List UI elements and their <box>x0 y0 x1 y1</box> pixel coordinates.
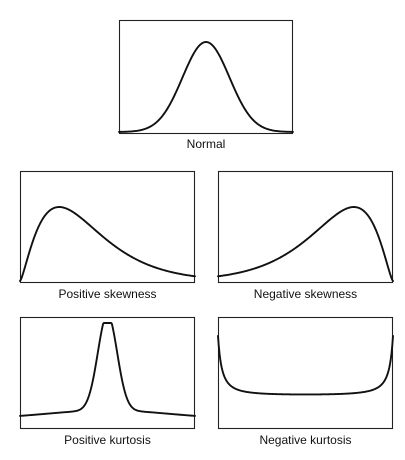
negative-kurtosis-panel: Negative kurtosis <box>217 316 394 447</box>
positive-kurtosis-plot <box>19 316 196 430</box>
negative-kurtosis-plot-frame <box>217 316 394 430</box>
negative-skewness-plot-frame <box>217 170 394 284</box>
negative-kurtosis-plot <box>217 316 394 430</box>
normal-curve <box>118 41 294 133</box>
positive-kurtosis-plot-frame <box>19 316 196 430</box>
positive-kurtosis-panel: Positive kurtosis <box>19 316 196 447</box>
positive-kurtosis-label: Positive kurtosis <box>64 433 151 447</box>
normal-label: Normal <box>186 137 226 151</box>
negative-kurtosis-label: Negative kurtosis <box>259 433 352 447</box>
positive-kurtosis-curve <box>19 322 196 417</box>
negative-skewness-panel: Negative skewness <box>217 170 394 301</box>
negative-kurtosis-curve <box>217 335 394 396</box>
positive-skewness-label: Positive skewness <box>58 287 157 301</box>
positive-skewness-curve <box>19 206 196 282</box>
normal-panel: Normal <box>118 19 294 151</box>
normal-plot-frame <box>118 19 294 135</box>
negative-skewness-curve <box>217 206 394 282</box>
normal-plot <box>118 19 294 135</box>
negative-skewness-plot <box>217 170 394 284</box>
positive-skewness-plot-frame <box>19 170 196 284</box>
negative-skewness-label: Negative skewness <box>253 287 358 301</box>
positive-skewness-panel: Positive skewness <box>19 170 196 301</box>
positive-skewness-plot <box>19 170 196 284</box>
